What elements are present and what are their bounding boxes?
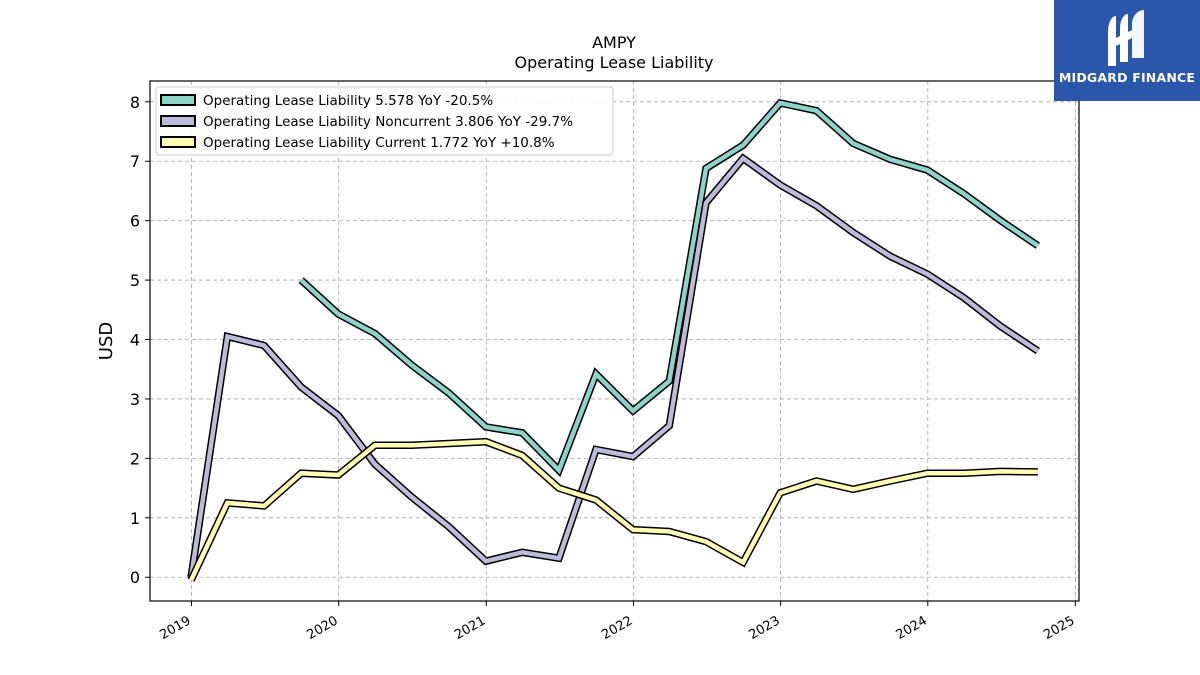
x-tick-label: 2020 <box>305 613 341 643</box>
x-tick-label: 2021 <box>452 613 488 643</box>
legend-swatch <box>160 115 196 127</box>
series-3 <box>187 437 1038 582</box>
series-line <box>299 100 1040 475</box>
x-tick-label: 2023 <box>746 613 782 643</box>
x-tick-label: 2025 <box>1041 613 1077 643</box>
series-line <box>189 439 1038 582</box>
midgard-m-logo-icon <box>1108 10 1144 66</box>
legend-item: Operating Lease Liability Noncurrent 3.8… <box>160 114 573 130</box>
series-line-outline <box>187 437 1038 582</box>
legend: Operating Lease Liability 5.578 YoY -20.… <box>155 86 614 156</box>
chart-subtitle: Operating Lease Liability <box>514 53 713 72</box>
series-1 <box>298 98 1040 478</box>
x-tick-label: 2022 <box>599 613 635 643</box>
legend-item: Operating Lease Liability 5.578 YoY -20.… <box>160 93 493 109</box>
legend-label: Operating Lease Liability 5.578 YoY -20.… <box>203 93 493 109</box>
y-tick-label: 5 <box>130 271 140 290</box>
y-tick-label: 7 <box>130 152 140 171</box>
legend-item: Operating Lease Liability Current 1.772 … <box>160 135 555 151</box>
legend-label: Operating Lease Liability Current 1.772 … <box>203 135 555 151</box>
grid <box>150 81 1079 601</box>
y-tick-label: 0 <box>130 568 140 587</box>
legend-label: Operating Lease Liability Noncurrent 3.8… <box>203 114 573 130</box>
brand-logo: MIDGARD FINANCE <box>1054 0 1200 101</box>
brand-name: MIDGARD FINANCE <box>1058 70 1196 85</box>
plot-frame <box>149 80 1080 602</box>
series-layer <box>187 98 1040 582</box>
y-tick-label: 8 <box>130 93 140 112</box>
legend-swatch <box>160 94 196 106</box>
y-tick-label: 6 <box>130 212 140 231</box>
legend-swatch <box>160 136 196 148</box>
x-tick-label: 2019 <box>157 613 193 643</box>
y-tick-label: 3 <box>130 390 140 409</box>
x-tick-label: 2024 <box>894 613 930 643</box>
chart-title: AMPY <box>592 33 636 52</box>
legend-frame <box>155 86 614 156</box>
y-tick-label: 2 <box>130 449 140 468</box>
y-tick-label: 4 <box>130 331 140 350</box>
x-axis: 2019 2020 2021 2022 2023 2024 2025 <box>157 601 1077 643</box>
series-2 <box>187 153 1040 578</box>
y-axis-label: USD <box>96 322 117 360</box>
y-axis: 0 1 2 3 4 5 6 7 8 <box>130 93 150 587</box>
y-tick-label: 1 <box>130 509 140 528</box>
series-line <box>188 155 1040 578</box>
